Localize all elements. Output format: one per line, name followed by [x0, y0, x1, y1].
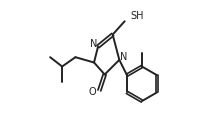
- Text: N: N: [90, 39, 97, 49]
- Text: O: O: [88, 87, 96, 97]
- Text: SH: SH: [130, 11, 143, 21]
- Text: N: N: [120, 51, 127, 62]
